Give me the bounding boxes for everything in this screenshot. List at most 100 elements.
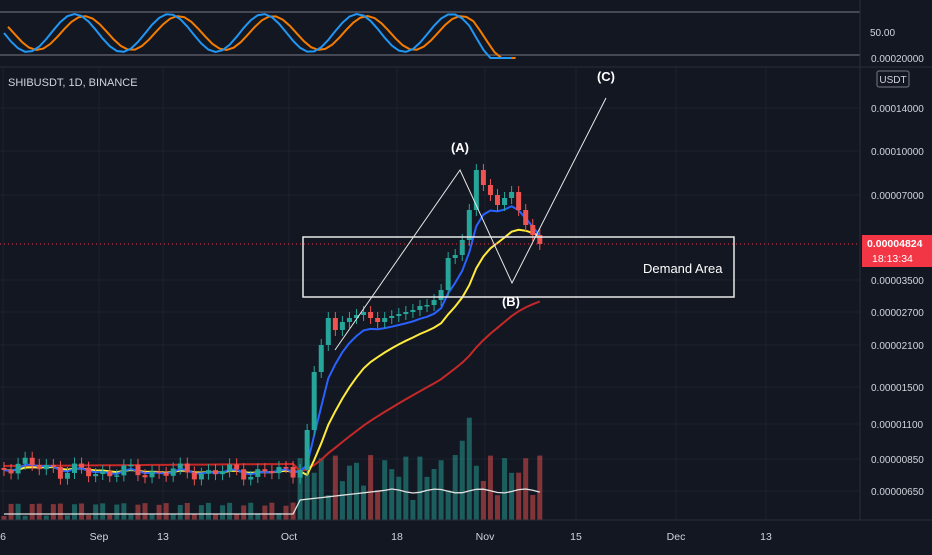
candle-body[interactable] (396, 314, 402, 316)
candle-body[interactable] (297, 470, 303, 478)
candle-body[interactable] (170, 468, 176, 476)
candle-body[interactable] (135, 464, 141, 476)
candle-body[interactable] (149, 471, 155, 478)
candle-body[interactable] (255, 469, 261, 477)
candle-body[interactable] (36, 464, 42, 470)
time-axis[interactable]: 6 Sep 13 Oct 18 Nov 15 Dec 13 (0, 531, 772, 543)
volume-bar (480, 481, 486, 520)
candle-body[interactable] (354, 315, 359, 318)
candle-body[interactable] (1, 468, 7, 470)
volume-bar (93, 504, 99, 520)
candle-body[interactable] (332, 318, 338, 330)
volume-bar (79, 503, 85, 520)
candle-body[interactable] (248, 476, 254, 480)
candle-body[interactable] (530, 225, 536, 235)
candle-body[interactable] (177, 463, 183, 469)
candle-body[interactable] (22, 457, 28, 464)
candle-body[interactable] (234, 464, 240, 470)
candle-body[interactable] (346, 318, 352, 322)
time-tick-label: 18 (391, 531, 403, 543)
volume-bar (163, 503, 169, 520)
candle-body[interactable] (445, 258, 451, 290)
candle-body[interactable] (15, 463, 21, 474)
candle-body[interactable] (480, 170, 486, 185)
candle-body[interactable] (184, 463, 190, 473)
candle-body[interactable] (339, 322, 345, 330)
candle-body[interactable] (431, 300, 437, 305)
candle-body[interactable] (57, 466, 63, 479)
demand-area-box[interactable] (302, 236, 735, 298)
volume-bar (410, 499, 416, 520)
candle-body[interactable] (487, 185, 493, 195)
candle-body[interactable] (403, 312, 409, 314)
volume-bar (354, 462, 359, 520)
candle-body[interactable] (121, 465, 127, 476)
candle-body[interactable] (509, 192, 515, 198)
candle-body[interactable] (227, 464, 233, 472)
candle-body[interactable] (452, 255, 458, 258)
candle-body[interactable] (290, 466, 296, 478)
candle-body[interactable] (198, 473, 204, 480)
candle-body[interactable] (64, 473, 70, 479)
candle-body[interactable] (389, 316, 395, 318)
candle-body[interactable] (100, 471, 106, 475)
candle-body[interactable] (537, 235, 543, 244)
candle-body[interactable] (417, 306, 423, 310)
candle-body[interactable] (142, 475, 148, 478)
candle-body[interactable] (311, 372, 317, 430)
candle-body[interactable] (516, 192, 522, 210)
candle-body[interactable] (502, 198, 508, 205)
candle-body[interactable] (191, 472, 197, 480)
currency-badge[interactable] (876, 70, 910, 88)
candle-body[interactable] (276, 466, 282, 474)
candle-body[interactable] (86, 467, 92, 477)
volume-bar (128, 514, 134, 520)
candle-body[interactable] (424, 305, 430, 307)
candle-body[interactable] (128, 464, 134, 467)
candle-body[interactable] (93, 474, 99, 477)
candle-body[interactable] (318, 345, 324, 372)
candle-body[interactable] (523, 210, 529, 225)
volume-bar (325, 495, 331, 520)
candle-body[interactable] (495, 195, 500, 205)
candle-body[interactable] (8, 470, 14, 474)
candle-body[interactable] (79, 463, 85, 468)
candle-body[interactable] (304, 430, 310, 470)
candle-body[interactable] (43, 465, 49, 470)
candle-body[interactable] (325, 318, 331, 345)
price-axis[interactable]: 0.00020000 0.00014000 0.00010000 0.00007000… (859, 0, 924, 520)
candle-body[interactable] (410, 310, 416, 312)
candle-body[interactable] (213, 470, 218, 475)
candle-body[interactable] (50, 465, 56, 467)
candle-body[interactable] (283, 466, 289, 469)
candle-body[interactable] (29, 457, 35, 465)
volume-bar (177, 504, 183, 520)
candle-body[interactable] (382, 318, 388, 322)
candle-body[interactable] (375, 318, 381, 322)
candle-body[interactable] (438, 290, 444, 300)
candle-body[interactable] (269, 471, 275, 474)
candle-body[interactable] (156, 471, 162, 473)
candle-body[interactable] (241, 469, 247, 480)
candles[interactable] (1, 164, 543, 486)
candle-body[interactable] (72, 463, 77, 474)
candle-body[interactable] (205, 470, 211, 474)
candle-body[interactable] (466, 210, 472, 240)
candle-body[interactable] (262, 469, 268, 472)
currency-label: USDT (879, 75, 906, 86)
candle-body[interactable] (220, 471, 226, 475)
candle-body[interactable] (361, 312, 367, 315)
candle-body[interactable] (163, 472, 169, 476)
volume-bar (184, 502, 190, 520)
candle-body[interactable] (107, 471, 113, 477)
price-tick-label: 0.00010000 (871, 147, 924, 158)
volume-bar (290, 502, 296, 520)
volume-bar (64, 515, 70, 520)
oscillator-pane[interactable]: 50.00 (0, 11, 895, 59)
candle-body[interactable] (114, 475, 120, 477)
candle-body[interactable] (473, 170, 479, 210)
abc-wave-line[interactable] (334, 97, 607, 351)
candle-body[interactable] (459, 240, 465, 255)
candle-body[interactable] (368, 312, 374, 318)
